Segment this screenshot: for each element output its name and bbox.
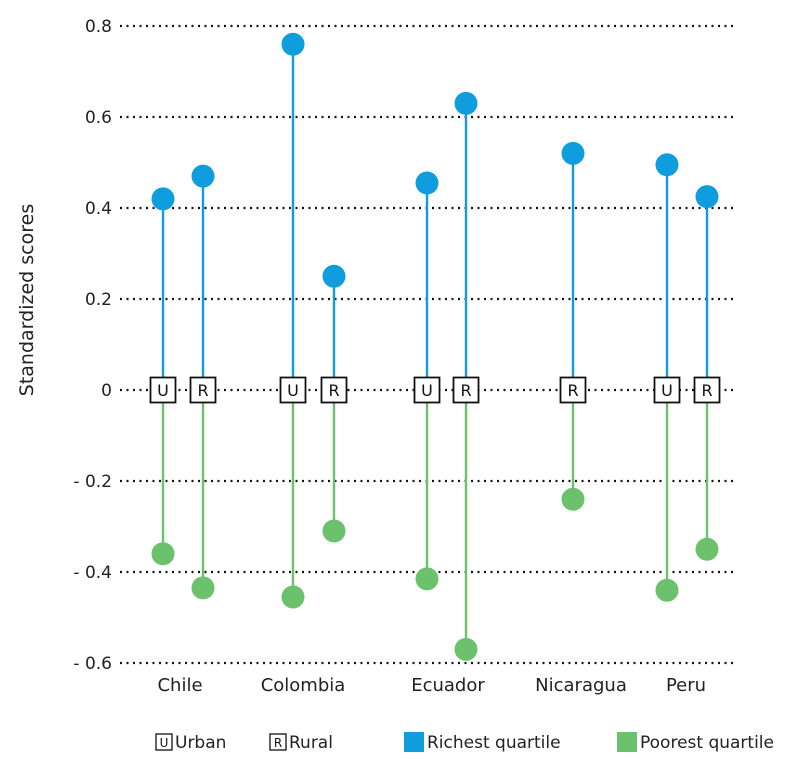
richest-point: [281, 32, 305, 56]
x-category-label: Colombia: [261, 675, 346, 696]
poorest-point: [454, 637, 478, 661]
y-tick-label: 0.4: [85, 199, 112, 219]
legend-swatch: [617, 732, 637, 752]
poorest-point: [561, 487, 585, 511]
richest-point: [151, 187, 175, 211]
legend-label: Richest quartile: [427, 733, 561, 753]
area-badge-label: R: [567, 381, 578, 400]
area-badge-label: R: [460, 381, 471, 400]
poorest-point: [322, 519, 346, 543]
x-category-label: Chile: [157, 675, 202, 696]
area-badge-box: [559, 376, 587, 404]
poorest-point: [191, 576, 215, 600]
area-badge-label: U: [661, 381, 673, 400]
legend-badge-box: [155, 733, 173, 751]
legend-badge-label: R: [274, 736, 282, 750]
poorest-point: [281, 585, 305, 609]
richest-point: [191, 164, 215, 188]
legend-label: Poorest quartile: [640, 733, 774, 753]
poorest-point: [655, 578, 679, 602]
area-badge-label: U: [421, 381, 433, 400]
y-tick-label: 0: [101, 381, 112, 401]
area-badge-label: U: [287, 381, 299, 400]
y-tick-label: - 0.2: [73, 472, 112, 492]
area-badge-box: [693, 376, 721, 404]
area-badge-label: R: [197, 381, 208, 400]
legend: U Urban R Rural Richest quartile Poorest quar…: [155, 732, 774, 753]
area-badge-box: [279, 376, 307, 404]
area-badge-box: [149, 376, 177, 404]
richest-point: [415, 171, 439, 195]
y-axis-label: Standardized scores: [16, 204, 38, 396]
area-badge-label: R: [328, 381, 339, 400]
legend-label: Rural: [289, 733, 333, 753]
area-badge-label: R: [701, 381, 712, 400]
area-badge-box: [320, 376, 348, 404]
x-category-label: Ecuador: [411, 675, 485, 696]
y-tick-label: - 0.4: [73, 563, 112, 583]
y-tick-label: 0.8: [85, 17, 112, 37]
area-badge-box: [189, 376, 217, 404]
richest-point: [561, 141, 585, 165]
y-tick-labels: 0.8 0.6 0.4 0.2 0 - 0.2 - 0.4 - 0.6: [73, 17, 112, 674]
legend-label: Urban: [175, 733, 226, 753]
area-badge-label: U: [157, 381, 169, 400]
area-badge-box: [452, 376, 480, 404]
area-badge-box: [653, 376, 681, 404]
y-tick-label: 0.6: [85, 108, 112, 128]
x-category-label: Nicaragua: [535, 675, 627, 696]
richest-point: [454, 91, 478, 115]
legend-badge-box: [269, 733, 287, 751]
poorest-point: [415, 567, 439, 591]
x-category-label: Peru: [666, 675, 706, 696]
legend-badge-label: U: [160, 736, 169, 750]
legend-swatch: [404, 732, 424, 752]
poorest-point: [151, 542, 175, 566]
dots: [151, 32, 719, 661]
stems: [161, 44, 709, 650]
y-tick-label: - 0.6: [73, 654, 112, 674]
x-category-labels: Chile Colombia Ecuador Nicaragua Peru: [157, 675, 706, 696]
richest-point: [655, 153, 679, 177]
richest-point: [322, 264, 346, 288]
area-badge-box: [413, 376, 441, 404]
poorest-point: [695, 537, 719, 561]
richest-point: [695, 185, 719, 209]
y-tick-label: 0.2: [85, 290, 112, 310]
